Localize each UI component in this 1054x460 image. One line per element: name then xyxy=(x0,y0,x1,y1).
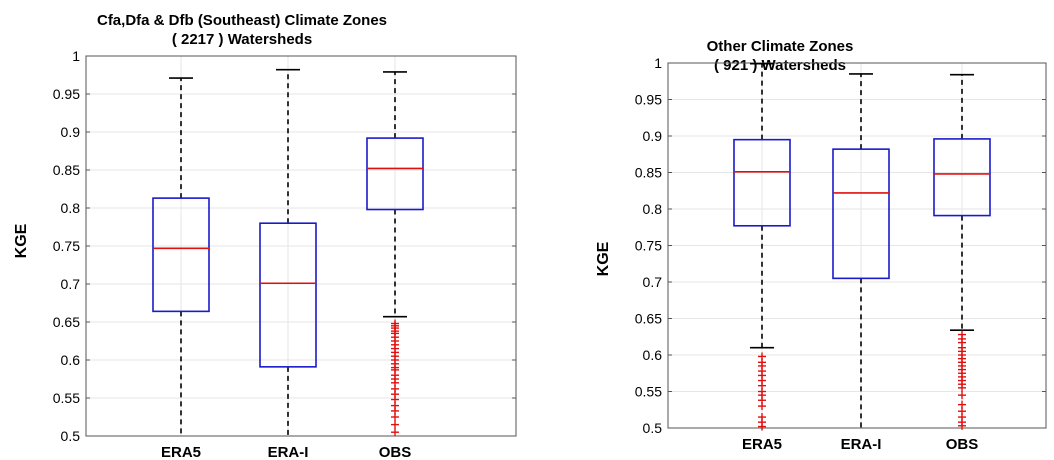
chart-2-title-line-1: Other Climate Zones xyxy=(706,38,854,55)
y-tick-label: 0.55 xyxy=(53,390,80,406)
x-tick-label: ERA5 xyxy=(161,444,201,460)
y-tick-label: 0.5 xyxy=(643,420,663,436)
y-tick-label: 0.65 xyxy=(635,311,662,327)
y-tick-label: 0.95 xyxy=(53,86,80,102)
y-tick-label: 0.85 xyxy=(635,165,662,181)
iqr-box xyxy=(366,137,424,211)
axes-frame xyxy=(85,55,517,437)
y-tick-label: 0.8 xyxy=(61,200,81,216)
iqr-box xyxy=(259,222,317,368)
y-tick-label: 0.75 xyxy=(635,238,662,254)
iqr-box xyxy=(832,148,890,280)
box-era5 xyxy=(152,77,210,436)
y-tick-label: 0.7 xyxy=(643,274,663,290)
chart-2-title: Other Climate Zones ( 921 ) Watersheds xyxy=(660,37,900,75)
y-tick-label: 0.6 xyxy=(643,347,663,363)
y-tick-label: 0.6 xyxy=(61,352,81,368)
y-tick-label: 0.9 xyxy=(643,128,663,144)
y-tick-label: 1 xyxy=(72,48,80,64)
outlier-marker xyxy=(758,422,766,431)
box-obs xyxy=(366,71,424,437)
y-tick-label: 0.5 xyxy=(61,428,81,444)
y-tick-label: 0.9 xyxy=(61,124,81,140)
chart-2-title-line-2: ( 921 ) Watersheds xyxy=(714,57,846,74)
chart-2-plot: 0.5 0.55 0.6 0.65 0.7 0.75 0.8 0.85 0.9 0.95 1 ERA5… xyxy=(635,55,1047,453)
x-tick-label: OBS xyxy=(379,444,412,460)
iqr-box xyxy=(733,138,791,227)
x-tick-label: ERA5 xyxy=(742,436,782,453)
y-tick-label: 0.7 xyxy=(61,276,81,292)
outlier-marker xyxy=(958,383,966,392)
outlier-marker xyxy=(958,391,966,400)
iqr-box xyxy=(933,138,991,217)
outlier-marker xyxy=(758,402,766,411)
y-tick-label: 0.55 xyxy=(635,384,662,400)
box-era-i xyxy=(832,73,890,428)
x-tick-label: OBS xyxy=(946,436,979,453)
x-tick-label: ERA-I xyxy=(268,444,309,460)
y-tick-label: 0.85 xyxy=(53,162,80,178)
box-era5 xyxy=(733,62,791,431)
y-tick-label: 0.95 xyxy=(635,92,662,108)
y-tick-label: 0.65 xyxy=(53,314,80,330)
chart-1-title: Cfa,Dfa & Dfb (Southeast) Climate Zones … xyxy=(62,11,422,49)
outlier-marker xyxy=(958,421,966,430)
chart-1-plot: 0.5 0.55 0.6 0.65 0.7 0.75 0.8 0.85 0.9 0.95 1 ERA5… xyxy=(53,48,517,460)
x-tick-label: ERA-I xyxy=(841,436,882,453)
y-tick-label: 1 xyxy=(654,55,662,71)
box-era-i xyxy=(259,68,317,436)
iqr-box xyxy=(152,197,210,313)
box-obs xyxy=(933,73,991,430)
outlier-marker xyxy=(391,428,399,437)
axes-frame xyxy=(667,62,1047,429)
y-tick-label: 0.75 xyxy=(53,238,80,254)
outlier-marker xyxy=(391,420,399,429)
chart-1-title-line-1: Cfa,Dfa & Dfb (Southeast) Climate Zones xyxy=(96,12,388,29)
y-tick-label: 0.8 xyxy=(643,201,663,217)
outlier-marker xyxy=(391,413,399,421)
chart-1-title-line-2: ( 2217 ) Watersheds xyxy=(171,31,313,48)
